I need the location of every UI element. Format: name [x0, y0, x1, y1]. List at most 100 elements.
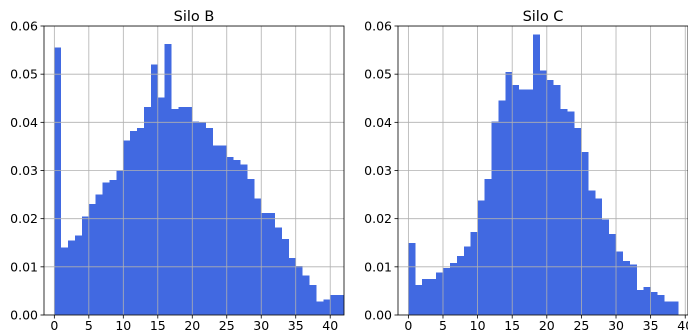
histogram-bar — [415, 285, 422, 315]
histogram-bar — [165, 44, 172, 315]
histogram-bar — [137, 128, 144, 315]
x-tick-label: 0 — [404, 318, 412, 331]
y-tick-label: 0.01 — [364, 259, 392, 274]
histogram-bar — [595, 198, 602, 315]
histogram-bar — [637, 290, 644, 315]
histogram-bar — [110, 180, 117, 315]
bars-group — [408, 35, 678, 315]
histogram-bar — [247, 179, 254, 315]
x-tick-label: 15 — [504, 318, 520, 331]
histogram-bar — [574, 128, 581, 315]
x-tick-label: 5 — [439, 318, 447, 331]
histogram-bar — [351, 273, 358, 315]
x-tick-label: 35 — [643, 318, 659, 331]
histogram-bar — [526, 90, 533, 315]
bars-group — [54, 44, 364, 315]
histogram-bar — [144, 107, 151, 315]
x-tick-label: 20 — [184, 318, 200, 331]
histogram-bar — [485, 179, 492, 315]
y-tick-label: 0.04 — [10, 115, 38, 130]
y-tick-label: 0.06 — [10, 19, 38, 34]
histogram-bar — [664, 302, 671, 315]
histogram-bar — [206, 128, 213, 315]
histogram-bar — [268, 213, 275, 315]
histogram-bar — [261, 213, 268, 315]
y-tick-label: 0.03 — [10, 163, 38, 178]
histogram-bar — [303, 276, 310, 315]
y-tick-label: 0.02 — [364, 211, 392, 226]
x-tick-label: 25 — [573, 318, 589, 331]
x-tick-label: 5 — [85, 318, 93, 331]
y-tick-label: 0.06 — [364, 19, 392, 34]
histogram-bar — [561, 109, 568, 315]
histogram-bar — [296, 266, 303, 315]
histogram-bar — [408, 243, 415, 315]
histogram-bar — [337, 295, 344, 315]
histogram-bar — [554, 85, 561, 315]
chart-panel-0: 0 5 10 15 20 25 30 35 40 0.00 0.01 0.02 0.03 0.04 0.05… — [10, 9, 365, 331]
histogram-bar — [116, 171, 123, 316]
histogram-bar — [651, 292, 658, 315]
histogram-bar — [450, 263, 457, 315]
histogram-bar — [533, 35, 540, 315]
histogram-bar — [519, 90, 526, 315]
histogram-bar — [344, 306, 351, 315]
x-tick-label: 40 — [322, 318, 338, 331]
histogram-bar — [630, 264, 637, 315]
y-tick-label: 0.03 — [364, 163, 392, 178]
x-tick-label: 40 — [677, 318, 688, 331]
chart-panel-1: 0 5 10 15 20 25 30 35 40 0.00 0.01 0.02 0.03 0.04 0.05… — [364, 9, 688, 331]
histogram-bar — [130, 131, 137, 315]
histogram-bar — [498, 101, 505, 315]
histogram-bar — [172, 109, 179, 315]
histogram-bar — [505, 72, 512, 315]
histogram-bar — [581, 152, 588, 315]
x-tick-label: 20 — [539, 318, 555, 331]
histogram-bar — [89, 204, 96, 315]
histogram-bar — [616, 251, 623, 315]
histogram-bar — [275, 227, 282, 315]
x-tick-label: 0 — [50, 318, 58, 331]
histogram-bar — [241, 165, 248, 315]
y-tick-label: 0.00 — [10, 308, 38, 323]
x-tick-label: 35 — [288, 318, 304, 331]
histogram-bar — [323, 300, 330, 315]
histogram-bar — [609, 234, 616, 315]
histogram-bar — [436, 273, 443, 315]
histogram-bar — [330, 295, 337, 315]
histogram-bar — [151, 65, 158, 315]
x-tick-label: 25 — [219, 318, 235, 331]
y-tick-label: 0.05 — [364, 67, 392, 82]
histogram-bar — [671, 302, 678, 315]
x-tick-label: 15 — [150, 318, 166, 331]
histogram-bar — [512, 85, 519, 315]
histogram-bar — [310, 285, 317, 315]
histogram-bar — [158, 97, 165, 315]
histogram-bar — [227, 157, 234, 315]
histogram-bar — [457, 256, 464, 315]
y-tick-label: 0.00 — [364, 308, 392, 323]
histogram-bar — [540, 70, 547, 315]
histogram-bar — [422, 279, 429, 315]
histogram-bar — [471, 232, 478, 315]
histogram-bar — [429, 279, 436, 315]
y-tick-label: 0.05 — [10, 67, 38, 82]
histogram-bar — [547, 80, 554, 315]
histogram-bar — [61, 248, 68, 315]
histogram-bar — [588, 191, 595, 315]
histogram-bar — [478, 200, 485, 315]
x-tick-label: 30 — [253, 318, 269, 331]
histogram-bar — [234, 160, 241, 315]
histogram-bar — [602, 220, 609, 315]
histogram-bar — [568, 112, 575, 315]
histogram-bar — [623, 261, 630, 315]
histogram-bar — [178, 107, 185, 315]
histogram-bar — [282, 239, 289, 315]
histogram-bar — [254, 198, 261, 315]
histogram-bar — [491, 121, 498, 315]
histogram-bar — [103, 183, 110, 315]
histogram-bar — [192, 121, 199, 315]
histogram-bar — [82, 216, 89, 315]
histogram-bar — [96, 195, 103, 315]
